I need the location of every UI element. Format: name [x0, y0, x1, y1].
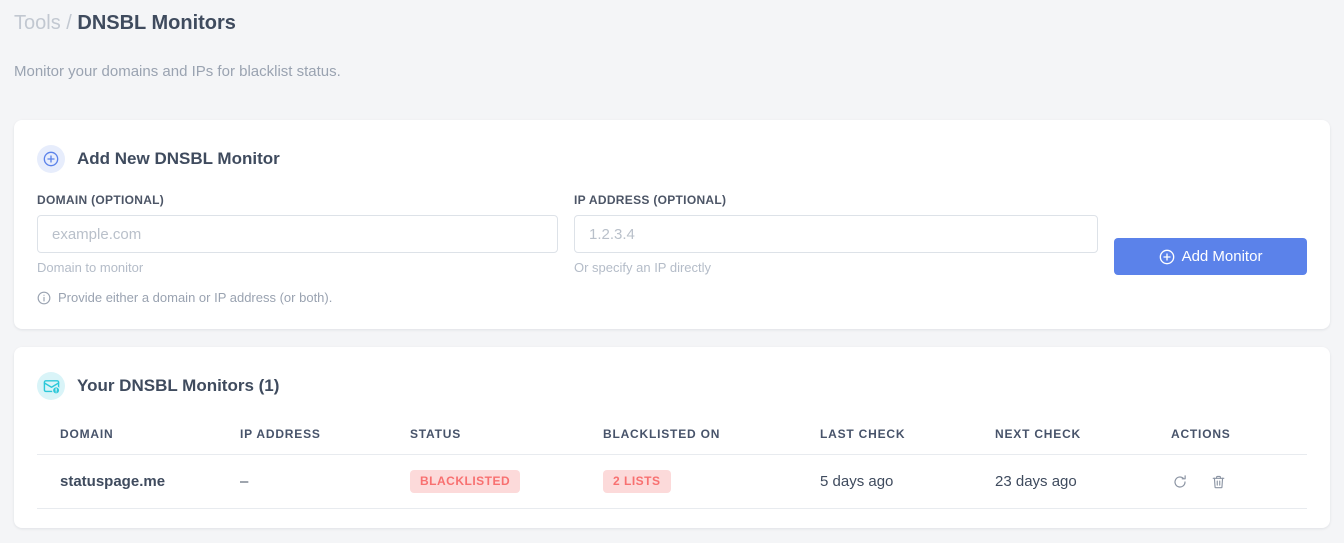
breadcrumb: Tools / DNSBL Monitors [14, 12, 1330, 35]
breadcrumb-tools-link[interactable]: Tools [14, 12, 61, 34]
monitor-ip-address: – [240, 454, 410, 510]
monitors-card-header: Your DNSBL Monitors (1) [14, 372, 1330, 400]
column-header-actions: ACTIONS [1171, 421, 1307, 455]
add-monitor-button-label: Add Monitor [1181, 248, 1263, 265]
breadcrumb-separator: / [66, 12, 72, 34]
table-row: statuspage.me – BLACKLISTED 2 LISTS 5 da… [37, 454, 1307, 510]
domain-input[interactable] [37, 215, 558, 253]
plus-circle-icon [1159, 249, 1175, 265]
table-header-row: DOMAIN IP ADDRESS STATUS BLACKLISTED ON … [37, 421, 1307, 455]
trash-icon [1211, 474, 1226, 490]
column-header-domain: DOMAIN [37, 421, 240, 455]
column-header-status: STATUS [410, 421, 603, 455]
ip-field-helper: Or specify an IP directly [574, 260, 712, 275]
monitor-blacklisted-on-cell: 2 LISTS [603, 454, 820, 510]
column-header-next-check: NEXT CHECK [995, 421, 1171, 455]
add-monitor-card: Add New DNSBL Monitor DOMAIN (OPTIONAL) … [14, 120, 1330, 329]
monitors-table: DOMAIN IP ADDRESS STATUS BLACKLISTED ON … [37, 421, 1307, 510]
domain-field-group: DOMAIN (OPTIONAL) Domain to monitor [37, 193, 558, 275]
add-monitor-form: DOMAIN (OPTIONAL) Domain to monitor IP A… [37, 193, 1307, 275]
status-badge: BLACKLISTED [410, 470, 521, 494]
blacklisted-count-badge: 2 LISTS [603, 470, 671, 494]
column-header-ip-address: IP ADDRESS [240, 421, 410, 455]
monitor-actions-cell [1171, 454, 1307, 510]
form-note-text: Provide either a domain or IP address (o… [58, 290, 333, 305]
add-monitor-card-title: Add New DNSBL Monitor [77, 149, 280, 168]
ip-address-input[interactable] [574, 215, 1098, 253]
mail-alert-icon [37, 372, 65, 400]
domain-field-helper: Domain to monitor [37, 260, 144, 275]
column-header-last-check: LAST CHECK [820, 421, 995, 455]
form-note: Provide either a domain or IP address (o… [37, 290, 1307, 305]
delete-button[interactable] [1209, 473, 1227, 491]
ip-field-label: IP ADDRESS (OPTIONAL) [574, 193, 727, 207]
refresh-icon [1172, 474, 1188, 490]
submit-button-wrap: Add Monitor [1114, 238, 1307, 275]
monitor-last-check: 5 days ago [820, 454, 995, 510]
add-monitor-card-header: Add New DNSBL Monitor [37, 145, 1307, 173]
monitor-domain: statuspage.me [37, 454, 240, 510]
page-title: DNSBL Monitors [77, 12, 236, 34]
refresh-button[interactable] [1171, 473, 1189, 491]
page: Tools / DNSBL Monitors Monitor your doma… [14, 12, 1330, 529]
plus-circle-icon [37, 145, 65, 173]
monitors-card-title: Your DNSBL Monitors (1) [77, 376, 280, 395]
page-header: Tools / DNSBL Monitors Monitor your doma… [14, 12, 1330, 80]
monitor-next-check: 23 days ago [995, 454, 1171, 510]
info-icon [37, 291, 51, 305]
add-monitor-button[interactable]: Add Monitor [1114, 238, 1307, 275]
monitors-card: Your DNSBL Monitors (1) DOMAIN IP ADDRES… [14, 347, 1330, 529]
column-header-blacklisted-on: BLACKLISTED ON [603, 421, 820, 455]
ip-field-group: IP ADDRESS (OPTIONAL) Or specify an IP d… [574, 193, 1098, 275]
page-subtitle: Monitor your domains and IPs for blackli… [14, 63, 341, 80]
monitor-status-cell: BLACKLISTED [410, 454, 603, 510]
domain-field-label: DOMAIN (OPTIONAL) [37, 193, 165, 207]
